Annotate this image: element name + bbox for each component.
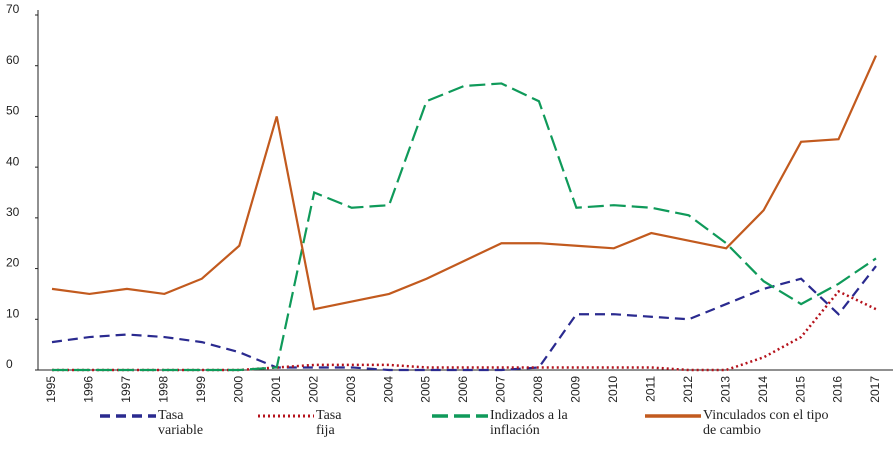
x-tick-label: 1999 bbox=[194, 376, 208, 403]
x-tick-label: 2012 bbox=[681, 376, 695, 403]
legend-label: Tasa variable bbox=[158, 408, 204, 438]
legend-label: Indizados a la inflación bbox=[490, 408, 568, 438]
x-tick-label: 2010 bbox=[606, 376, 620, 403]
y-tick-label: 50 bbox=[6, 104, 20, 118]
x-tick-label: 1996 bbox=[82, 376, 96, 403]
x-tick-label: 2004 bbox=[381, 376, 395, 403]
x-tick-label: 2000 bbox=[231, 376, 245, 403]
x-tick-label: 2015 bbox=[793, 376, 807, 403]
x-tick-label: 2001 bbox=[269, 376, 283, 403]
x-tick-label: 2005 bbox=[419, 376, 433, 403]
x-tick-label: 2014 bbox=[756, 376, 770, 403]
y-tick-label: 20 bbox=[6, 256, 20, 270]
y-tick-label: 30 bbox=[6, 205, 20, 219]
series-line bbox=[51, 55, 878, 311]
x-tick-label: 2002 bbox=[306, 376, 320, 403]
y-tick-label: 0 bbox=[6, 357, 13, 371]
x-tick-label: 2013 bbox=[718, 376, 732, 403]
y-tick-label: 70 bbox=[6, 2, 20, 16]
series-line bbox=[52, 289, 877, 372]
x-tick-label: 2011 bbox=[643, 376, 657, 402]
legend-label: Vinculados con el tipo de cambio bbox=[703, 408, 829, 438]
x-tick-label: 1997 bbox=[119, 376, 133, 403]
series-line bbox=[51, 265, 877, 372]
y-tick-label: 40 bbox=[6, 154, 20, 168]
x-tick-label: 2017 bbox=[868, 376, 882, 403]
y-tick-label: 60 bbox=[6, 53, 20, 67]
x-tick-label: 2006 bbox=[456, 376, 470, 403]
x-tick-label: 2003 bbox=[344, 376, 358, 403]
x-tick-label: 1995 bbox=[44, 376, 58, 403]
x-tick-label: 1998 bbox=[157, 376, 171, 403]
y-tick-label: 10 bbox=[6, 306, 20, 320]
x-tick-label: 2016 bbox=[831, 376, 845, 403]
x-tick-label: 2007 bbox=[494, 376, 508, 403]
x-tick-label: 2009 bbox=[569, 376, 583, 403]
series-line bbox=[52, 82, 877, 372]
legend-label: Tasa fija bbox=[316, 408, 342, 438]
x-tick-label: 2008 bbox=[531, 376, 545, 403]
